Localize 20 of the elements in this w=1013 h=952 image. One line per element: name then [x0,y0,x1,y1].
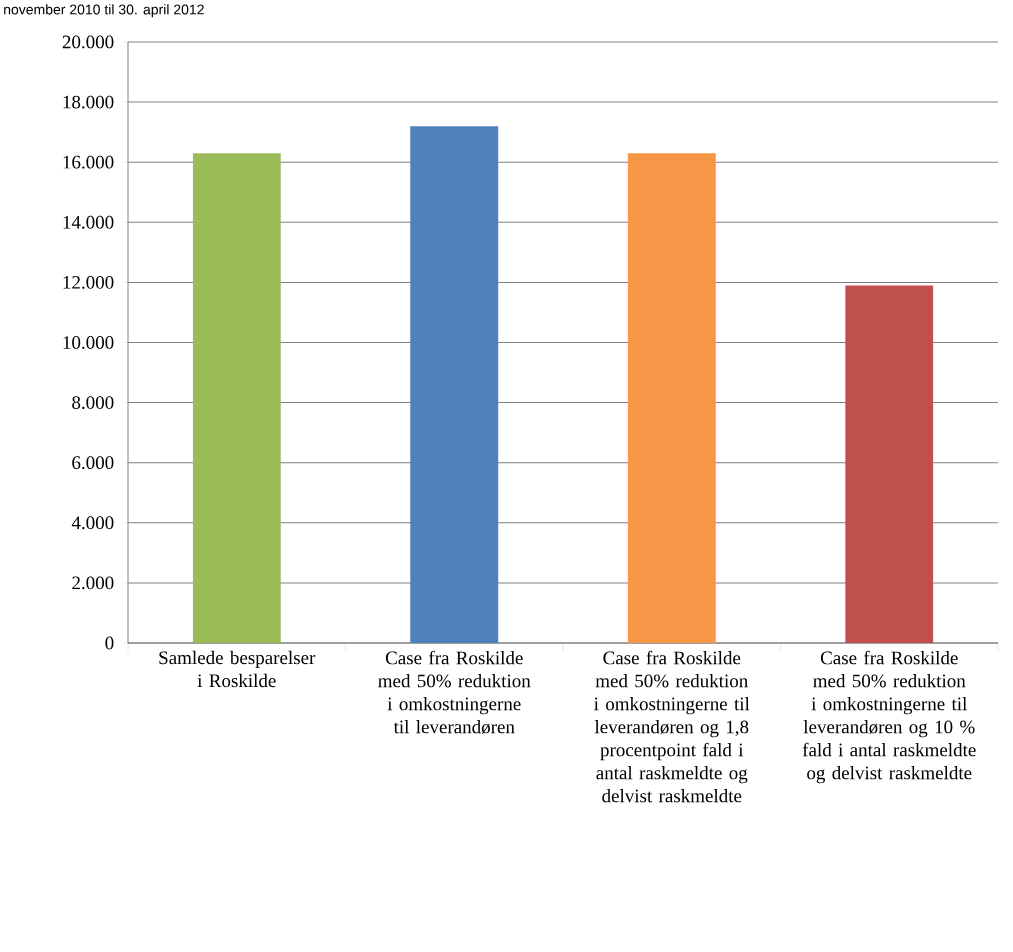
x-tick-label: Case fra Roskilde med 50% reduktion i omkostningerne til leverandøren [378,650,531,734]
y-tick-label: 10.000 [63,336,114,349]
y-tick-label: 8.000 [72,396,114,410]
x-tick-label: Samlede besparelser i Roskilde [159,650,316,688]
y-tick-label: 12.000 [63,275,114,289]
y-tick-label: 14.000 [63,215,114,229]
bar [627,153,716,643]
bar [845,285,934,643]
y-tick-label: 20.000 [62,35,114,49]
y-tick-label: 16.000 [63,155,114,169]
bar [192,153,281,643]
x-tick-label: Case fra Roskilde med 50% reduktion i omkostningerne til leverandøren og 10 % fald i antal raskmeldte og delvist raskmeldte [802,650,976,784]
y-tick-label: 4.000 [71,516,114,530]
y-tick-label: 0 [105,636,114,650]
bar [410,126,499,643]
y-tick-label: 2.000 [72,576,114,590]
x-tick-label: Case fra Roskilde med 50% reduktion i omkostningerne til leverandøren og 1,8 procentpoint fald i antal raskmeldte og delvist raskmeldte [594,650,750,803]
y-tick-label: 18.000 [63,95,114,109]
y-tick-label: 6.000 [72,456,114,470]
chart-title: november 2010 til 30. april 2012 [4,4,204,18]
